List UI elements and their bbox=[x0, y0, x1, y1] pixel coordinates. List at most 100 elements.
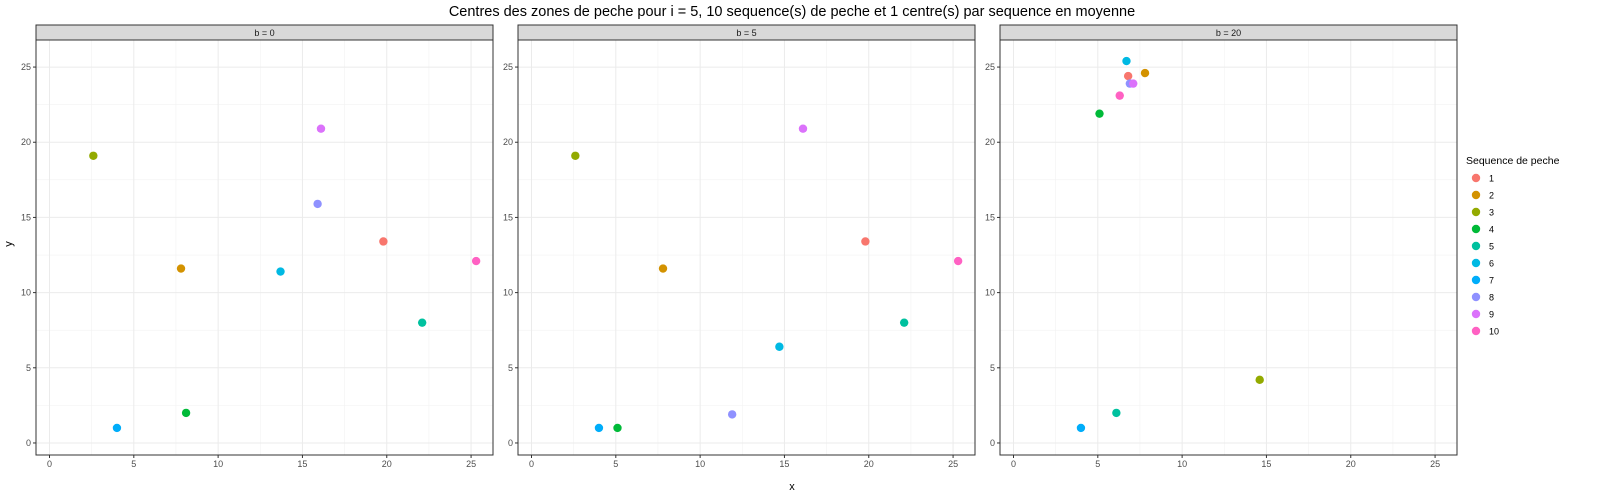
data-point-seq-9 bbox=[316, 124, 326, 133]
data-point-seq-5 bbox=[899, 318, 909, 327]
x-tick-label: 15 bbox=[297, 459, 307, 469]
data-points bbox=[1076, 56, 1264, 433]
legend-key-5 bbox=[1471, 241, 1481, 251]
y-tick-label: 25 bbox=[503, 62, 513, 72]
facet-panel: b = 0 0 5 10 15 20 25 0 5 10 15 20 25 bbox=[21, 24, 494, 469]
data-point-seq-9 bbox=[1129, 79, 1138, 88]
data-point-seq-7 bbox=[594, 423, 604, 433]
y-tick-label: 0 bbox=[990, 438, 995, 448]
gridlines bbox=[36, 40, 493, 455]
data-point-seq-7 bbox=[1076, 423, 1086, 433]
legend-key-1 bbox=[1471, 173, 1481, 183]
data-point-seq-1 bbox=[1123, 71, 1133, 81]
y-tick-label: 20 bbox=[21, 137, 31, 147]
data-point-seq-3 bbox=[89, 151, 98, 160]
y-tick-label: 10 bbox=[21, 288, 31, 298]
legend-key-2 bbox=[1471, 190, 1481, 200]
x-tick-label: 5 bbox=[613, 459, 618, 469]
y-tick-label: 0 bbox=[508, 438, 513, 448]
data-point-seq-2 bbox=[176, 264, 186, 273]
panel-border bbox=[999, 39, 1458, 456]
data-point-seq-8 bbox=[313, 199, 322, 209]
legend-key-7 bbox=[1471, 275, 1481, 285]
x-tick-label: 10 bbox=[213, 459, 223, 469]
x-tick-label: 0 bbox=[529, 459, 534, 469]
y-tick-label: 15 bbox=[985, 212, 995, 222]
data-point-seq-5 bbox=[1112, 408, 1121, 418]
x-tick-label: 5 bbox=[131, 459, 136, 469]
y-tick-label: 20 bbox=[503, 137, 513, 147]
data-point-seq-10 bbox=[953, 256, 963, 266]
legend-items: 1 2 3 4 5 6 7 8 9 10 bbox=[1471, 173, 1499, 337]
x-tick-label: 0 bbox=[1011, 459, 1016, 469]
gridlines bbox=[1000, 40, 1457, 455]
data-point-seq-8 bbox=[727, 410, 737, 419]
facet-panel: b = 20 0 5 10 15 20 25 0 5 10 15 20 25 bbox=[985, 24, 1458, 469]
x-tick-label: 20 bbox=[1346, 459, 1356, 469]
data-point-seq-5 bbox=[417, 318, 427, 327]
data-point-seq-6 bbox=[1122, 56, 1131, 66]
data-point-seq-4 bbox=[1095, 109, 1104, 118]
data-point-seq-9 bbox=[798, 124, 808, 133]
legend-key-4 bbox=[1471, 224, 1481, 234]
legend-label-3: 3 bbox=[1489, 208, 1494, 218]
data-point-seq-3 bbox=[1255, 375, 1264, 385]
legend-label-4: 4 bbox=[1489, 225, 1494, 235]
y-tick-label: 20 bbox=[985, 137, 995, 147]
legend-label-5: 5 bbox=[1489, 242, 1494, 252]
y-tick-label: 15 bbox=[21, 212, 31, 222]
data-point-seq-7 bbox=[112, 423, 122, 433]
legend-label-10: 10 bbox=[1489, 327, 1499, 337]
panel-background bbox=[518, 40, 975, 455]
x-axis-title: x bbox=[789, 481, 795, 493]
legend-title: Sequence de peche bbox=[1466, 155, 1560, 167]
legend-key-6 bbox=[1471, 258, 1481, 268]
x-tick-label: 25 bbox=[948, 459, 958, 469]
facet-panel: b = 5 0 5 10 15 20 25 0 5 10 15 20 25 bbox=[503, 24, 976, 469]
x-tick-label: 15 bbox=[779, 459, 789, 469]
x-tick-label: 10 bbox=[1177, 459, 1187, 469]
gridlines bbox=[518, 40, 975, 455]
data-point-seq-4 bbox=[181, 408, 191, 418]
legend-label-6: 6 bbox=[1489, 259, 1494, 269]
data-point-seq-2 bbox=[1140, 68, 1150, 78]
legend: Sequence de peche 1 2 3 4 5 6 7 8 9 10 bbox=[1466, 155, 1560, 337]
y-tick-label: 5 bbox=[26, 363, 31, 373]
data-point-seq-1 bbox=[861, 237, 870, 246]
x-tick-label: 25 bbox=[466, 459, 476, 469]
data-point-seq-2 bbox=[658, 264, 668, 273]
legend-key-8 bbox=[1471, 292, 1481, 302]
y-tick-label: 0 bbox=[26, 438, 31, 448]
data-point-seq-3 bbox=[571, 151, 580, 160]
y-tick-label: 5 bbox=[508, 363, 513, 373]
y-tick-label: 5 bbox=[990, 363, 995, 373]
y-tick-label: 10 bbox=[985, 288, 995, 298]
x-tick-label: 25 bbox=[1430, 459, 1440, 469]
data-point-seq-10 bbox=[1115, 91, 1124, 100]
panel-border bbox=[517, 39, 976, 456]
data-point-seq-6 bbox=[775, 342, 784, 351]
legend-label-9: 9 bbox=[1489, 310, 1494, 320]
legend-label-1: 1 bbox=[1489, 174, 1494, 184]
y-tick-label: 25 bbox=[21, 62, 31, 72]
x-tick-label: 5 bbox=[1095, 459, 1100, 469]
x-tick-label: 0 bbox=[47, 459, 52, 469]
facet-strip-label: b = 5 bbox=[736, 28, 756, 38]
legend-key-9 bbox=[1471, 309, 1481, 319]
data-point-seq-6 bbox=[276, 267, 285, 276]
x-tick-label: 20 bbox=[864, 459, 874, 469]
facet-strip-label: b = 0 bbox=[254, 28, 274, 38]
y-tick-label: 25 bbox=[985, 62, 995, 72]
panel-background bbox=[36, 40, 493, 455]
y-axis-title: y bbox=[3, 241, 15, 247]
legend-label-7: 7 bbox=[1489, 276, 1494, 286]
facet-panels: b = 0 0 5 10 15 20 25 0 5 10 15 20 25 b = 5 0 5 10 15 20 25… bbox=[21, 24, 1458, 469]
legend-label-2: 2 bbox=[1489, 191, 1494, 201]
data-points bbox=[571, 124, 963, 433]
facet-strip-label: b = 20 bbox=[1216, 28, 1241, 38]
x-tick-label: 20 bbox=[382, 459, 392, 469]
data-points bbox=[89, 124, 481, 433]
legend-key-10 bbox=[1471, 326, 1481, 336]
data-point-seq-1 bbox=[379, 237, 388, 246]
